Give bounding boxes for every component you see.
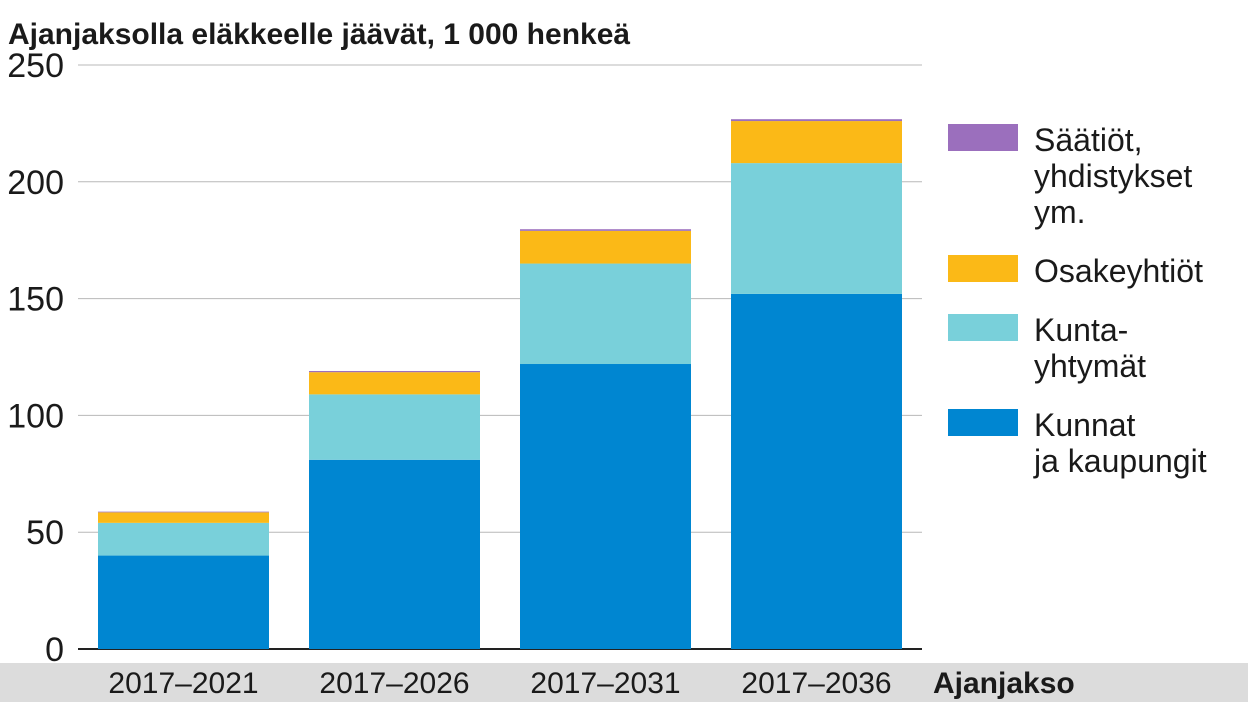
- y-axis-ticks: 0 50 100 150 200 250: [7, 47, 64, 669]
- bar-segment-2-1: [98, 522, 269, 556]
- bar-segment-2-4: [731, 163, 902, 294]
- bar-segment-3-4: [731, 121, 902, 164]
- bar-segment-3-3: [520, 230, 691, 264]
- bar-segment-4-3: [520, 229, 691, 231]
- legend-label: Säätiöt,: [1034, 122, 1143, 158]
- legend-swatch: [948, 314, 1018, 341]
- bars: [98, 119, 902, 649]
- x-tick-label: 2017–2021: [108, 667, 258, 700]
- y-tick-label: 200: [7, 164, 64, 202]
- bar-segment-1-1: [98, 555, 269, 649]
- x-axis-label: Ajanjakso: [933, 667, 1075, 700]
- chart-title: Ajanjaksolla eläkkeelle jäävät, 1 000 he…: [8, 18, 630, 51]
- x-axis-band: [0, 663, 1248, 702]
- legend-swatch: [948, 255, 1018, 282]
- bar-segment-2-2: [309, 394, 480, 460]
- bar-segment-2-3: [520, 263, 691, 365]
- bar-segment-4-1: [98, 511, 269, 513]
- y-tick-label: 100: [7, 397, 64, 435]
- legend-swatch: [948, 409, 1018, 436]
- x-axis-ticks: 2017–2021 2017–2026 2017–2031 2017–2036: [108, 667, 891, 700]
- x-tick-label: 2017–2036: [741, 667, 891, 700]
- y-tick-label: 0: [45, 631, 64, 669]
- y-tick-label: 150: [7, 281, 64, 319]
- bar-segment-3-2: [309, 372, 480, 395]
- bar-segment-1-4: [731, 293, 902, 649]
- bar-segment-3-1: [98, 512, 269, 523]
- bar-segment-4-2: [309, 371, 480, 373]
- x-tick-label: 2017–2026: [319, 667, 469, 700]
- legend-label: Kunnat: [1034, 407, 1136, 443]
- y-tick-label: 250: [7, 47, 64, 85]
- x-tick-label: 2017–2031: [530, 667, 680, 700]
- legend-swatch: [948, 124, 1018, 151]
- y-tick-label: 50: [26, 514, 64, 552]
- bar-segment-1-3: [520, 364, 691, 649]
- legend-label: ja kaupungit: [1033, 443, 1207, 479]
- legend-label: Osakeyhtiöt: [1034, 253, 1203, 289]
- bar-segment-1-2: [309, 459, 480, 649]
- legend-label: yhtymät: [1034, 348, 1146, 384]
- bar-segment-4-4: [731, 119, 902, 122]
- legend-label: yhdistykset: [1034, 158, 1192, 194]
- legend-label: Kunta-: [1034, 312, 1128, 348]
- legend-label: ym.: [1034, 194, 1086, 230]
